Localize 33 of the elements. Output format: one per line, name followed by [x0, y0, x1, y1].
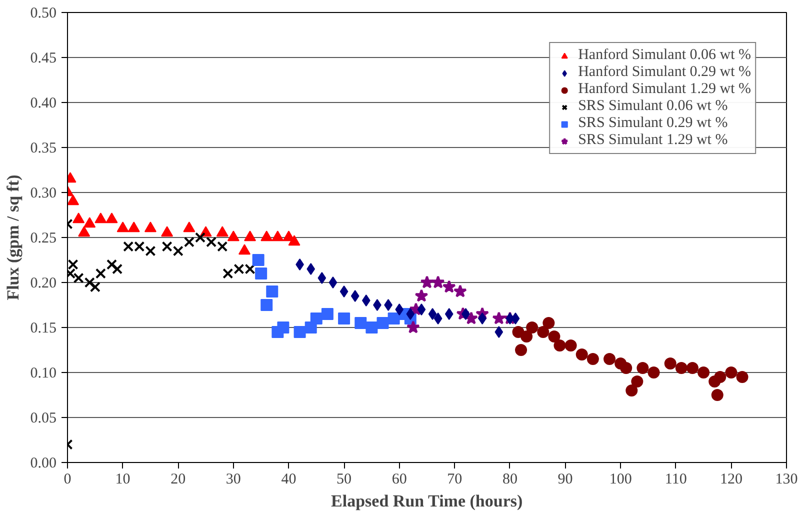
y-tick-label: 0.50	[30, 6, 56, 22]
legend-label: SRS Simulant 0.29 wt %	[578, 115, 728, 132]
x-tick-label: 0	[64, 472, 72, 488]
x-tick-label: 60	[392, 472, 407, 488]
x-axis-title: Elapsed Run Time (hours)	[331, 492, 523, 510]
x-tick-label: 110	[664, 472, 687, 488]
y-tick-label: 0.30	[30, 186, 56, 202]
legend-label: SRS Simulant 0.06 wt %	[578, 98, 728, 115]
x-tick-label: 50	[336, 472, 352, 488]
x-tick-label: 90	[558, 472, 573, 488]
x-tick-label: 30	[226, 472, 241, 488]
x-tick-label: 20	[170, 472, 186, 488]
y-tick-label: 0.15	[30, 320, 56, 336]
x-tick-label: 70	[447, 472, 462, 488]
y-tick-label: 0.20	[30, 276, 56, 292]
y-tick-label: 0.00	[30, 456, 56, 472]
y-tick-label: 0.25	[30, 230, 56, 246]
legend-label: SRS Simulant 1.29 wt %	[578, 132, 728, 149]
y-tick-label: 0.45	[30, 50, 56, 66]
x-tick-label: 80	[502, 472, 518, 488]
x-tick-label: 100	[609, 472, 632, 488]
x-tick-label: 40	[281, 472, 296, 488]
x-tick-label: 10	[115, 472, 130, 488]
y-axis-title: Flux (gpm / sq ft)	[3, 174, 22, 300]
legend-label: Hanford Simulant 0.29 wt %	[578, 64, 751, 81]
y-tick-label: 0.40	[30, 96, 56, 112]
legend-label: Hanford Simulant 1.29 wt %	[578, 81, 751, 98]
x-tick-label: 120	[720, 472, 742, 488]
x-tick-label: 130	[775, 472, 798, 488]
y-tick-label: 0.10	[30, 366, 56, 382]
legend-label: Hanford Simulant 0.06 wt %	[578, 47, 751, 64]
y-tick-label: 0.05	[30, 410, 56, 426]
y-tick-label: 0.35	[30, 140, 56, 156]
